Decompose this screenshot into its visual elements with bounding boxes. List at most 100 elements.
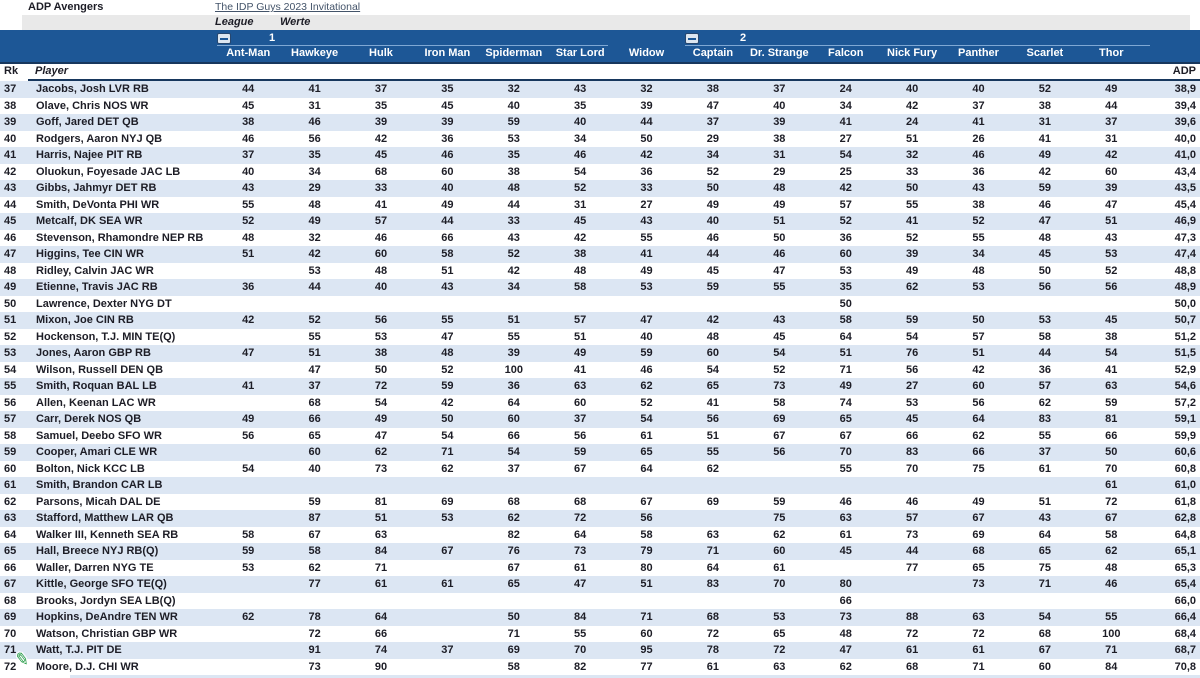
value-cell[interactable]: 46 xyxy=(640,363,653,376)
value-cell[interactable]: 25 xyxy=(839,165,852,178)
value-cell[interactable]: 53 xyxy=(1105,248,1118,260)
value-cell[interactable]: 27 xyxy=(839,132,852,145)
value-cell[interactable]: 50 xyxy=(773,231,786,244)
value-cell[interactable]: 44 xyxy=(905,545,919,557)
value-cell[interactable]: 82 xyxy=(507,528,520,541)
adp-cell[interactable]: 40,0 xyxy=(1174,132,1196,145)
value-cell[interactable]: 49 xyxy=(1038,149,1051,161)
value-cell[interactable]: 47 xyxy=(773,264,786,277)
value-cell[interactable]: 42 xyxy=(507,264,520,277)
value-cell[interactable]: 95 xyxy=(640,644,653,656)
value-cell[interactable]: 79 xyxy=(640,545,653,557)
value-cell[interactable]: 53 xyxy=(308,264,321,277)
rank-cell[interactable]: 60 xyxy=(4,462,17,475)
player-cell[interactable]: Mixon, Joe CIN RB xyxy=(36,314,134,326)
value-cell[interactable]: 73 xyxy=(574,545,587,557)
value-cell[interactable]: 34 xyxy=(308,165,321,178)
value-cell[interactable]: 82 xyxy=(574,660,587,673)
value-cell[interactable]: 48 xyxy=(507,182,520,194)
player-cell[interactable]: Etienne, Travis JAC RB xyxy=(36,281,158,293)
value-cell[interactable]: 63 xyxy=(1105,380,1118,392)
value-cell[interactable]: 44 xyxy=(1105,99,1118,112)
value-cell[interactable]: 67 xyxy=(1038,644,1051,656)
value-cell[interactable] xyxy=(879,296,945,313)
collapse-group-2-button[interactable] xyxy=(685,33,699,44)
adp-cell[interactable]: 43,5 xyxy=(1174,182,1196,194)
rank-cell[interactable]: 70 xyxy=(4,627,17,640)
value-cell[interactable]: 41 xyxy=(1038,132,1051,145)
value-cell[interactable] xyxy=(746,477,812,494)
value-cell[interactable]: 56 xyxy=(574,429,587,442)
value-cell[interactable]: 62 xyxy=(374,446,388,458)
value-cell[interactable]: 40 xyxy=(308,462,321,475)
player-cell[interactable]: Smith, Brandon CAR LB xyxy=(36,479,163,491)
rank-cell[interactable]: 53 xyxy=(4,347,17,359)
value-cell[interactable]: 48 xyxy=(308,198,321,211)
player-cell[interactable]: Gibbs, Jahmyr DET RB xyxy=(36,182,157,194)
value-cell[interactable]: 72 xyxy=(374,380,388,392)
value-cell[interactable]: 45 xyxy=(1038,248,1051,260)
value-cell[interactable]: 59 xyxy=(1038,182,1051,194)
value-cell[interactable]: 73 xyxy=(308,660,321,673)
value-cell[interactable]: 44 xyxy=(441,215,454,227)
value-cell[interactable]: 59 xyxy=(242,545,255,557)
value-cell[interactable]: 50 xyxy=(441,413,454,425)
value-cell[interactable]: 48 xyxy=(441,347,454,359)
value-cell[interactable]: 52 xyxy=(574,182,587,194)
adp-cell[interactable]: 68,7 xyxy=(1174,644,1196,656)
team-header-captain[interactable]: Captain xyxy=(692,47,734,59)
player-cell[interactable]: Watson, Christian GBP WR xyxy=(36,627,178,640)
player-cell[interactable]: Hockenson, T.J. MIN TE(Q) xyxy=(36,330,176,343)
value-cell[interactable]: 45 xyxy=(242,99,255,112)
value-cell[interactable]: 83 xyxy=(1038,413,1051,425)
value-cell[interactable]: 44 xyxy=(706,248,720,260)
value-cell[interactable]: 49 xyxy=(1105,83,1118,95)
player-cell[interactable]: Ridley, Calvin JAC WR xyxy=(36,264,154,277)
player-cell[interactable]: Walker III, Kenneth SEA RB xyxy=(36,528,179,541)
rank-cell[interactable]: 72 xyxy=(4,660,17,673)
value-cell[interactable]: 54 xyxy=(374,396,388,409)
team-header-hawkeye[interactable]: Hawkeye xyxy=(291,47,339,59)
value-cell[interactable] xyxy=(414,593,480,610)
value-cell[interactable]: 41 xyxy=(640,248,653,260)
value-cell[interactable]: 40 xyxy=(242,165,255,178)
value-cell[interactable] xyxy=(414,560,480,577)
value-cell[interactable]: 67 xyxy=(507,561,520,574)
value-cell[interactable]: 41 xyxy=(706,396,720,409)
value-cell[interactable]: 67 xyxy=(308,528,321,541)
value-cell[interactable]: 73 xyxy=(773,380,786,392)
value-cell[interactable]: 54 xyxy=(574,165,587,178)
value-cell[interactable]: 50 xyxy=(640,132,653,145)
value-cell[interactable]: 59 xyxy=(308,495,321,508)
value-cell[interactable]: 50 xyxy=(972,314,985,326)
value-cell[interactable]: 38 xyxy=(1038,99,1051,112)
value-cell[interactable]: 38 xyxy=(574,248,587,260)
rank-cell[interactable]: 41 xyxy=(4,149,17,161)
value-cell[interactable]: 72 xyxy=(905,627,919,640)
value-cell[interactable]: 58 xyxy=(640,528,653,541)
value-cell[interactable]: 61 xyxy=(773,561,786,574)
value-cell[interactable]: 90 xyxy=(374,660,388,673)
adp-cell[interactable]: 47,4 xyxy=(1174,248,1196,260)
value-cell[interactable]: 46 xyxy=(905,495,919,508)
value-cell[interactable]: 65 xyxy=(773,627,786,640)
value-cell[interactable]: 66 xyxy=(441,231,454,244)
team-header-iron-man[interactable]: Iron Man xyxy=(424,47,471,59)
value-cell[interactable] xyxy=(481,296,547,313)
value-cell[interactable]: 57 xyxy=(839,198,852,211)
adp-cell[interactable]: 62,8 xyxy=(1174,512,1196,524)
value-cell[interactable]: 61 xyxy=(905,644,919,656)
value-cell[interactable] xyxy=(680,510,746,527)
value-cell[interactable]: 61 xyxy=(574,561,587,574)
team-header-star-lord[interactable]: Star Lord xyxy=(555,47,605,59)
value-cell[interactable]: 65 xyxy=(839,413,852,425)
value-cell[interactable]: 68 xyxy=(574,495,587,508)
value-cell[interactable]: 33 xyxy=(374,182,388,194)
rank-cell[interactable]: 42 xyxy=(4,165,17,178)
value-cell[interactable]: 59 xyxy=(441,380,454,392)
value-cell[interactable]: 56 xyxy=(972,396,985,409)
value-cell[interactable]: 35 xyxy=(441,83,454,95)
value-cell[interactable]: 65 xyxy=(972,561,985,574)
value-cell[interactable]: 63 xyxy=(773,660,786,673)
value-cell[interactable]: 35 xyxy=(574,99,587,112)
